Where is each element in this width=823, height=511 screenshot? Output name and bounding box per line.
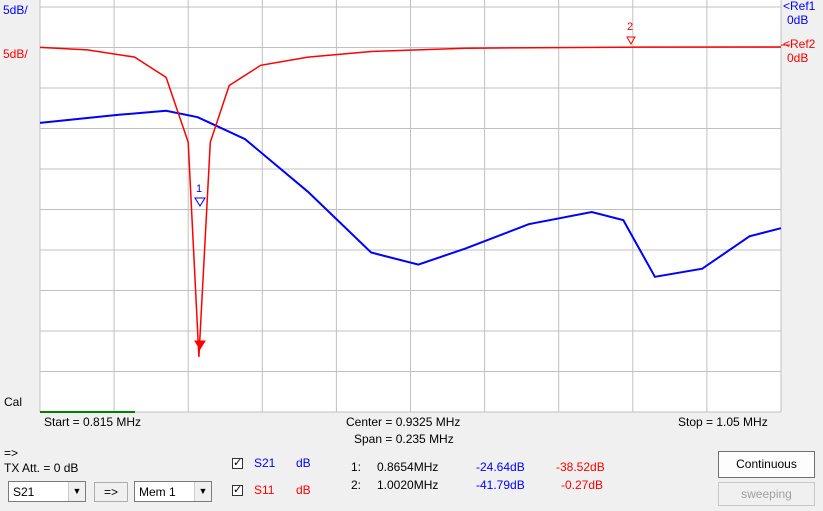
chevron-down-icon[interactable]: ▼ <box>194 482 211 501</box>
marker1-s21-value: -24.64dB <box>476 460 525 474</box>
parameter-select-value: S21 <box>13 485 35 499</box>
ref1-scale-label: 5dB/ <box>3 3 28 17</box>
ref2-label: <Ref2 <box>783 37 816 51</box>
marker2-s11-value: -0.27dB <box>561 478 604 492</box>
grid-lines <box>39 0 782 413</box>
cal-label: Cal <box>4 395 23 409</box>
arrow-indicator: => <box>4 446 19 460</box>
tx-attenuation-label: TX Att. = 0 dB <box>4 461 79 475</box>
center-frequency-label: Center = 0.9325 MHz <box>346 415 461 429</box>
s11-label: S11 <box>254 483 275 497</box>
s11-trace <box>39 46 782 357</box>
memory-select[interactable]: Mem 1 ▼ <box>134 481 212 502</box>
memory-select-value: Mem 1 <box>139 485 176 499</box>
ref2-value: 0dB <box>787 51 809 65</box>
marker1-index: 1: <box>351 460 362 474</box>
s21-checkbox[interactable]: ✓ <box>232 457 243 469</box>
ref1-label: <Ref1 <box>783 0 816 13</box>
s11-unit: dB <box>296 483 311 497</box>
s21-unit: dB <box>296 456 311 470</box>
ref1-value: 0dB <box>787 13 809 27</box>
sweeping-button[interactable]: sweeping <box>718 482 815 506</box>
marker1-triangle-s21 <box>194 197 206 207</box>
s11-checkbox[interactable]: ✓ <box>232 484 243 496</box>
marker1-triangle-s11 <box>194 340 206 350</box>
parameter-select[interactable]: S21 ▼ <box>8 481 86 502</box>
continuous-button[interactable]: Continuous <box>718 451 815 478</box>
marker1-frequency: 0.8654MHz <box>377 460 439 474</box>
plot-area <box>39 0 790 413</box>
marker2-frequency: 1.0020MHz <box>377 478 439 492</box>
marker2-index: 2: <box>351 478 362 492</box>
marker1-label: 1 <box>196 183 203 195</box>
ref2-scale-label: 5dB/ <box>3 47 28 61</box>
s21-trace <box>39 109 782 278</box>
s21-label: S21 <box>254 456 276 470</box>
stop-frequency-label: Stop = 1.05 MHz <box>678 415 768 429</box>
marker2-triangle-s11 <box>626 36 636 46</box>
start-frequency-label: Start = 0.815 MHz <box>44 415 142 429</box>
marker1-s11-value: -38.52dB <box>556 460 605 474</box>
marker2-label: 2 <box>627 21 634 33</box>
copy-to-memory-button[interactable]: => <box>94 482 128 502</box>
chevron-down-icon[interactable]: ▼ <box>68 482 85 501</box>
marker2-s21-value: -41.79dB <box>476 478 525 492</box>
span-label: Span = 0.235 MHz <box>354 432 454 446</box>
